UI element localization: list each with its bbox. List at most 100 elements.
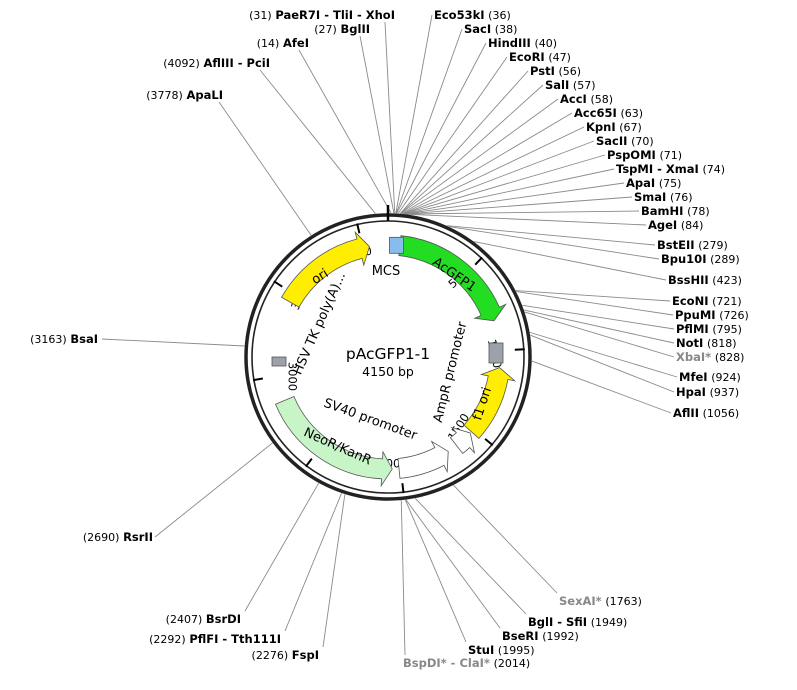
leader-line-hpai — [530, 334, 675, 393]
site-position-pflmi: (795) — [712, 323, 742, 336]
feature-hsv-tk-poly-a-box — [271, 356, 287, 367]
site-name-bsrdi: BsrDI — [206, 612, 241, 626]
leader-line-eco53ki — [395, 14, 433, 214]
plasmid-backbone — [244, 205, 532, 501]
feature-label-ampr-promoter: AmpR promoter — [431, 320, 471, 424]
site-position-ppumi: (726) — [719, 309, 749, 322]
site-label-bsshii: BssHII (423) — [668, 273, 742, 287]
site-position-bpu10i: (289) — [710, 253, 740, 266]
site-position-sacii: (70) — [631, 135, 654, 148]
site-name-xbai: XbaI* — [676, 350, 711, 364]
site-label-apali: (3778) ApaLI — [146, 88, 223, 102]
site-name-paer7i-tlii-xhoi: PaeR7I - TliI - XhoI — [275, 8, 395, 22]
site-name-apai: ApaI — [626, 176, 655, 190]
site-label-ecori: EcoRI (47) — [509, 50, 571, 64]
leader-line-fspi — [322, 494, 346, 648]
site-position-ecori: (47) — [548, 51, 571, 64]
leader-lines — [101, 14, 678, 656]
leader-line-kpni — [402, 126, 585, 215]
site-position-saci: (38) — [495, 23, 518, 36]
site-name-bsteii: BstEII — [657, 238, 695, 252]
site-name-rsrii: RsrII — [123, 530, 153, 544]
site-label-apai: ApaI (75) — [626, 176, 681, 190]
tick-label-3000: 3000 — [286, 362, 300, 391]
site-name-hpai: HpaI — [676, 385, 706, 399]
site-name-acc65i: Acc65I — [574, 106, 617, 120]
feature-sv40-promoter — [397, 440, 449, 479]
site-name-bspdi-clai: BspDI* - ClaI* — [403, 656, 490, 670]
site-label-xbai: XbaI* (828) — [676, 350, 744, 364]
site-label-ppumi: PpuMI (726) — [675, 308, 749, 322]
site-label-sali: SalI (57) — [545, 78, 596, 92]
site-name-pflfi-tth111i: PflFI - Tth111I — [189, 632, 281, 646]
site-position-aflii: (1056) — [703, 407, 740, 420]
feature-label-sv40-promoter: SV40 promoter — [322, 396, 420, 444]
feature-neor-kanr — [274, 395, 393, 488]
site-name-mfei: MfeI — [679, 370, 708, 384]
site-name-fspi: FspI — [292, 648, 319, 662]
site-name-smai: SmaI — [634, 190, 666, 204]
leader-line-afei — [298, 49, 392, 214]
site-label-smai: SmaI (76) — [634, 190, 693, 204]
leader-line-bpu10i — [448, 226, 660, 260]
site-label-hpai: HpaI (937) — [676, 385, 739, 399]
site-name-ecori: EcoRI — [509, 50, 545, 64]
leader-line-tspmi-xmai — [404, 168, 615, 215]
site-position-afliii-pcii: (4092) — [163, 57, 200, 70]
site-label-kpni: KpnI (67) — [586, 120, 642, 134]
site-name-apali: ApaLI — [187, 88, 224, 102]
feature-ori — [281, 230, 370, 308]
leader-line-psti — [399, 70, 529, 214]
site-label-bamhi: BamHI (78) — [641, 204, 710, 218]
leader-line-econi — [515, 290, 671, 302]
site-position-paer7i-tlii-xhoi: (31) — [249, 9, 272, 22]
site-position-psti: (56) — [559, 65, 582, 78]
site-name-bgli-sfii: BglI - SfiI — [528, 615, 587, 629]
tick-mark-4000 — [356, 223, 361, 234]
site-position-apai: (75) — [659, 177, 682, 190]
site-name-sacii: SacII — [596, 134, 627, 148]
site-name-bglii: BglII — [341, 22, 371, 36]
leader-line-bamhi — [404, 210, 640, 215]
site-name-aflii: AflII — [673, 406, 699, 420]
site-label-pspomi: PspOMI (71) — [607, 148, 682, 162]
site-name-bamhi: BamHI — [641, 204, 683, 218]
site-position-bglii: (27) — [314, 23, 337, 36]
site-position-pflfi-tth111i: (2292) — [149, 633, 186, 646]
site-position-bseri: (1992) — [542, 630, 579, 643]
leader-line-smai — [404, 196, 633, 215]
site-label-sexai: SexAI* (1763) — [559, 594, 642, 608]
site-position-rsrii: (2690) — [83, 531, 120, 544]
leader-line-afliii-pcii — [259, 69, 376, 214]
leader-line-xbai — [524, 311, 675, 358]
site-label-pflmi: PflMI (795) — [676, 322, 742, 336]
site-label-agei: AgeI (84) — [648, 218, 703, 232]
site-label-bseri: BseRI (1992) — [502, 629, 579, 643]
leader-line-agei — [406, 213, 647, 226]
site-position-apali: (3778) — [146, 89, 183, 102]
leader-line-sali — [400, 84, 544, 214]
site-position-hindiii: (40) — [534, 37, 557, 50]
tick-mark-2500 — [305, 458, 313, 468]
leader-line-bspdi-clai — [400, 500, 406, 656]
leader-line-stui — [404, 499, 467, 643]
leader-line-pflfi-tth111i — [284, 493, 342, 632]
feature-f1-ori — [463, 367, 517, 439]
plasmid-size: 4150 bp — [362, 364, 414, 379]
site-name-acci: AccI — [560, 92, 587, 106]
site-position-bsai: (3163) — [30, 333, 67, 346]
site-position-sexai: (1763) — [605, 595, 642, 608]
site-position-bgli-sfii: (1949) — [591, 616, 628, 629]
site-label-bgli-sfii: BglI - SfiI (1949) — [528, 615, 627, 629]
site-label-econi: EcoNI (721) — [672, 294, 742, 308]
plasmid-center-text: pAcGFP1-1 4150 bp — [346, 345, 430, 379]
site-name-econi: EcoNI — [672, 294, 708, 308]
site-name-psti: PstI — [530, 64, 555, 78]
site-name-kpni: KpnI — [586, 120, 616, 134]
leader-line-bglii — [359, 35, 395, 214]
site-label-eco53ki: Eco53kI (36) — [434, 8, 511, 22]
site-name-hindiii: HindIII — [488, 36, 531, 50]
site-position-bsrdi: (2407) — [166, 613, 203, 626]
tick-mark-1500 — [484, 438, 494, 447]
